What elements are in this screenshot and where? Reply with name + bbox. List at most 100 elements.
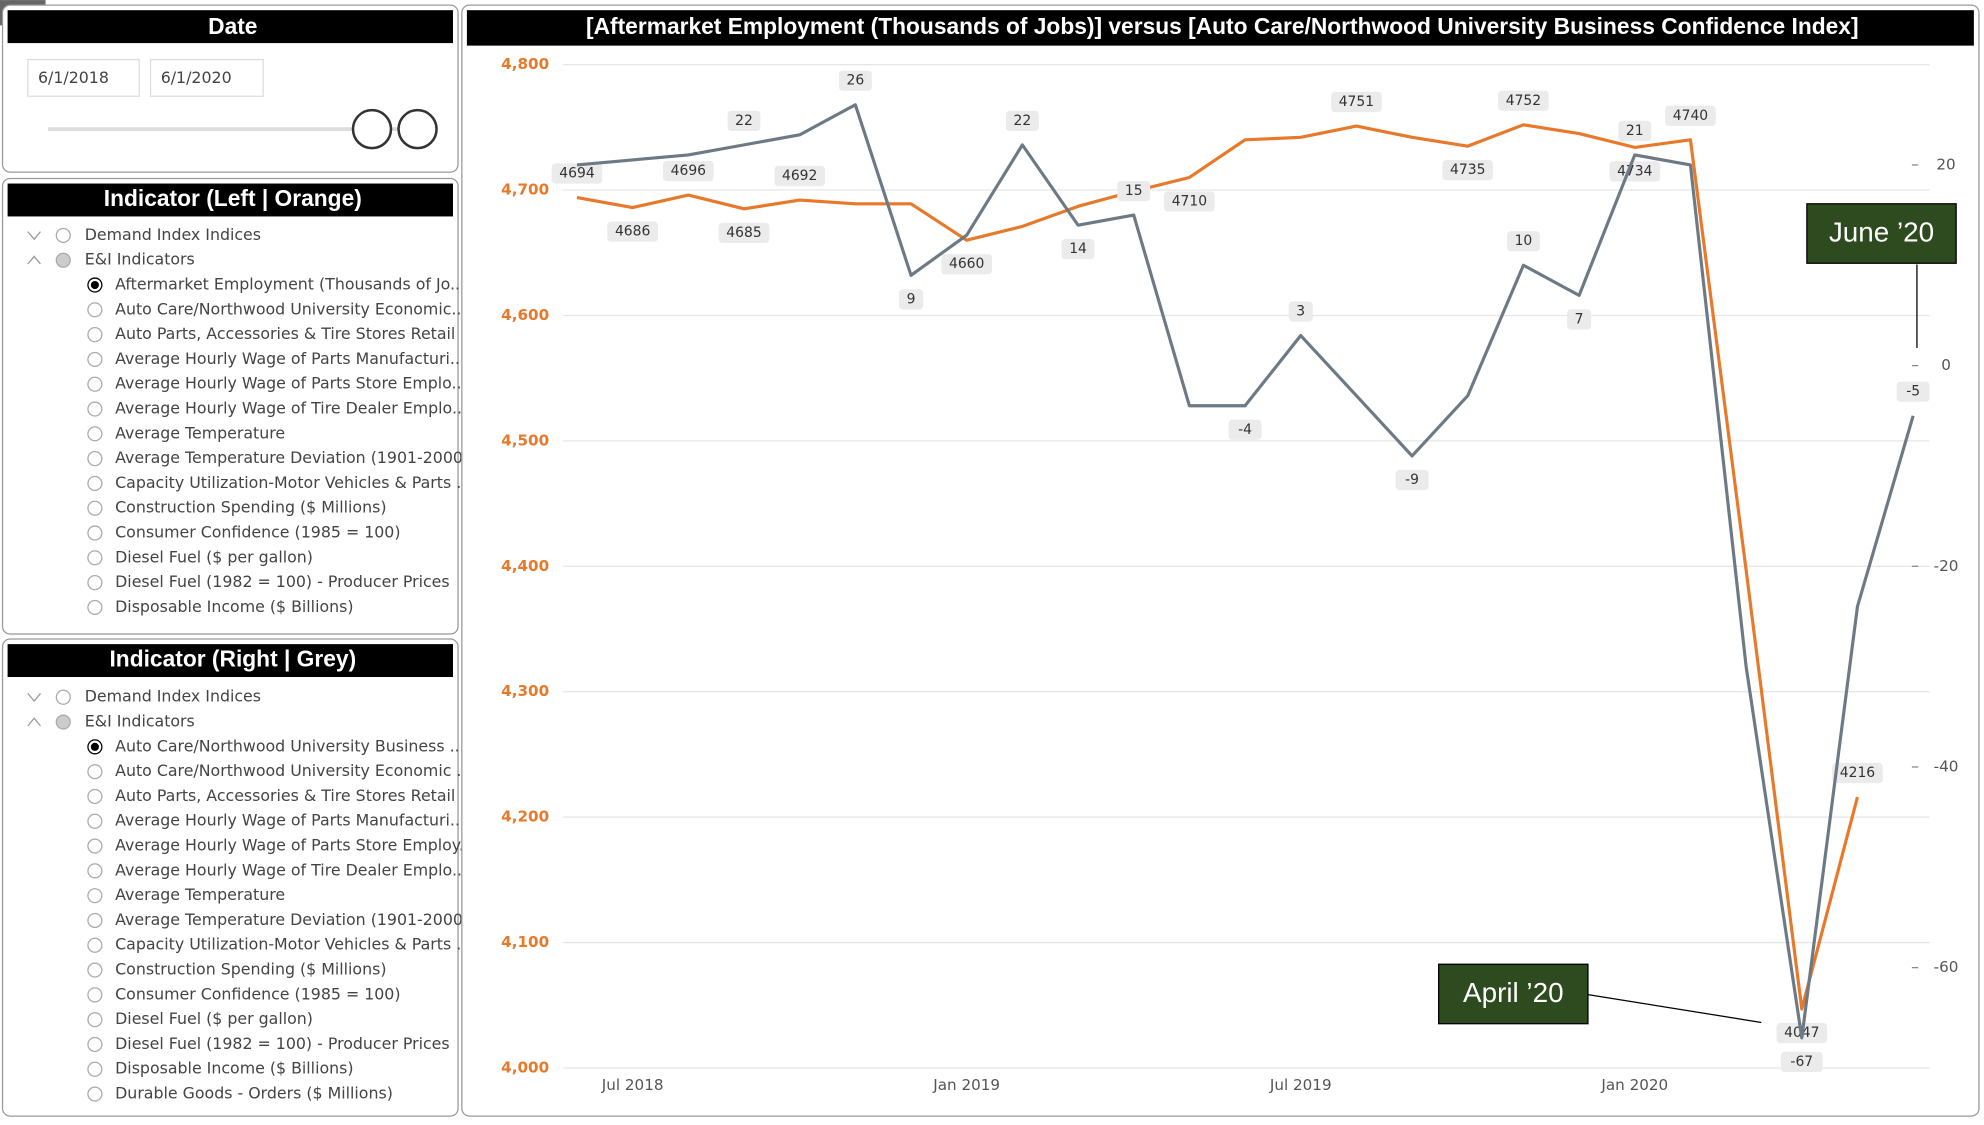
radio[interactable] — [87, 1012, 103, 1028]
chart-header — [466, 10, 1974, 46]
y2-tick-label: -40 — [1934, 757, 1959, 775]
panel-header — [7, 183, 453, 217]
item-label[interactable]: Average Hourly Wage of Parts Store Emplo… — [115, 374, 466, 393]
expander[interactable] — [27, 693, 41, 703]
item-label[interactable]: Average Hourly Wage of Parts Manufacturi… — [115, 811, 465, 830]
item-label[interactable]: Auto Parts, Accessories & Tire Stores Re… — [115, 786, 475, 805]
item-label[interactable]: Average Hourly Wage of Parts Store Emplo… — [115, 836, 474, 855]
item-label[interactable]: Average Temperature Deviation (1901-2000… — [115, 448, 478, 467]
radio[interactable] — [55, 689, 71, 705]
item-label[interactable]: Disposable Income ($ Billions) — [115, 597, 353, 616]
annotation: June ’20 — [1829, 217, 1934, 248]
radio[interactable] — [87, 525, 103, 541]
item-label[interactable]: Average Temperature — [115, 885, 285, 904]
item-label[interactable]: Aftermarket Employment (Thousands of Jo.… — [115, 275, 465, 294]
y2-tick-label: 20 — [1936, 155, 1955, 173]
data-label: 4692 — [782, 168, 817, 184]
data-label: 4685 — [726, 225, 761, 241]
radio[interactable] — [87, 376, 103, 392]
radio[interactable] — [87, 401, 103, 417]
end-date[interactable] — [149, 58, 264, 97]
radio[interactable] — [87, 475, 103, 492]
expander[interactable] — [27, 255, 41, 265]
radio[interactable] — [87, 937, 103, 953]
radio[interactable] — [87, 813, 103, 829]
data-label-bg — [1061, 239, 1095, 260]
item-label[interactable]: Diesel Fuel (1982 = 100) - Producer Pric… — [115, 1034, 449, 1053]
annotation-leader — [1587, 993, 1762, 1024]
slider-handle[interactable] — [397, 108, 438, 150]
group-label: E&I Indicators — [85, 250, 195, 269]
item-label[interactable]: Average Hourly Wage of Tire Dealer Emplo… — [115, 860, 467, 879]
item-label[interactable]: Diesel Fuel ($ per gallon) — [115, 1009, 313, 1028]
radio[interactable] — [87, 962, 103, 978]
radio[interactable] — [87, 550, 103, 566]
radio[interactable] — [87, 1086, 103, 1102]
item-label[interactable]: Auto Care/Northwood University Economic.… — [115, 299, 466, 318]
data-label: 4752 — [1506, 93, 1541, 109]
radio[interactable] — [87, 888, 103, 904]
slider-handle[interactable] — [351, 108, 393, 150]
data-label: 14 — [1069, 241, 1087, 257]
item-label[interactable]: Auto Care/Northwood University Economic … — [115, 761, 471, 780]
item-label[interactable]: Capacity Utilization-Motor Vehicles & Pa… — [115, 473, 471, 492]
radio[interactable] — [87, 1061, 103, 1077]
annotation-box — [1438, 963, 1589, 1025]
y-tick-label: 4,800 — [501, 55, 549, 73]
item-label[interactable]: Auto Parts, Accessories & Tire Stores Re… — [115, 324, 475, 343]
item-label[interactable]: Durable Goods - Orders ($ Millions) — [115, 1084, 393, 1103]
item-label[interactable]: Diesel Fuel (1982 = 100) - Producer Pric… — [115, 572, 449, 591]
data-label-bg — [1665, 105, 1716, 126]
radio[interactable] — [87, 426, 103, 442]
chart-frame — [461, 4, 1980, 1117]
start-date[interactable] — [27, 58, 140, 97]
data-label: 21 — [1626, 123, 1644, 139]
item-label[interactable]: Average Temperature — [115, 423, 285, 442]
date-header — [7, 10, 453, 44]
radio[interactable] — [87, 1036, 103, 1053]
item-label[interactable]: Average Hourly Wage of Parts Manufacturi… — [115, 349, 465, 368]
annotation: April ’20 — [1463, 977, 1564, 1008]
item-label[interactable]: Consumer Confidence (1985 = 100) — [115, 523, 400, 542]
panel-title: Indicator (Left | Orange) — [104, 185, 362, 211]
item-label[interactable]: Capacity Utilization-Motor Vehicles & Pa… — [115, 935, 471, 954]
expander[interactable] — [27, 717, 41, 727]
data-label-bg — [1164, 191, 1215, 212]
data-label: 4660 — [949, 256, 984, 272]
item-label[interactable]: Average Temperature Deviation (1901-2000… — [115, 910, 478, 929]
y-tick-label: 4,100 — [501, 933, 549, 951]
radio[interactable] — [87, 764, 103, 780]
item-label[interactable]: Construction Spending ($ Millions) — [115, 960, 386, 979]
x-tick-label: Jan 2019 — [932, 1076, 1000, 1094]
item-label[interactable]: Disposable Income ($ Billions) — [115, 1059, 353, 1078]
chart-title: [Aftermarket Employment (Thousands of Jo… — [586, 13, 1859, 39]
left-panel: Indicator (Left | Orange) Demand Index I… — [1, 177, 478, 635]
radio[interactable] — [87, 599, 103, 616]
radio[interactable] — [87, 987, 103, 1003]
item-label[interactable]: Construction Spending ($ Millions) — [115, 498, 386, 517]
radio[interactable] — [87, 451, 103, 467]
radio[interactable] — [87, 912, 103, 929]
radio[interactable] — [87, 500, 103, 516]
item-label[interactable]: Diesel Fuel ($ per gallon) — [115, 547, 313, 566]
radio[interactable] — [87, 863, 103, 879]
expander[interactable] — [27, 231, 41, 241]
radio[interactable] — [87, 351, 103, 368]
radio[interactable] — [87, 838, 103, 854]
radio[interactable] — [87, 327, 103, 343]
end-date-text: 6/1/2020 — [161, 68, 232, 87]
radio-dot — [90, 742, 99, 751]
radio[interactable] — [87, 788, 103, 805]
data-label: 4216 — [1840, 765, 1875, 781]
item-label[interactable]: Average Hourly Wage of Tire Dealer Emplo… — [115, 399, 467, 418]
item-label[interactable]: Consumer Confidence (1985 = 100) — [115, 984, 400, 1003]
item-label[interactable]: Auto Care/Northwood University Business … — [115, 736, 465, 755]
radio[interactable] — [87, 575, 103, 591]
data-label-bg — [607, 221, 658, 242]
radio[interactable] — [55, 252, 71, 268]
panel-title: Indicator (Right | Grey) — [109, 646, 356, 672]
radio[interactable] — [87, 302, 103, 318]
y-tick-label: 4,500 — [501, 431, 549, 449]
radio[interactable] — [55, 227, 71, 244]
radio[interactable] — [55, 714, 71, 730]
